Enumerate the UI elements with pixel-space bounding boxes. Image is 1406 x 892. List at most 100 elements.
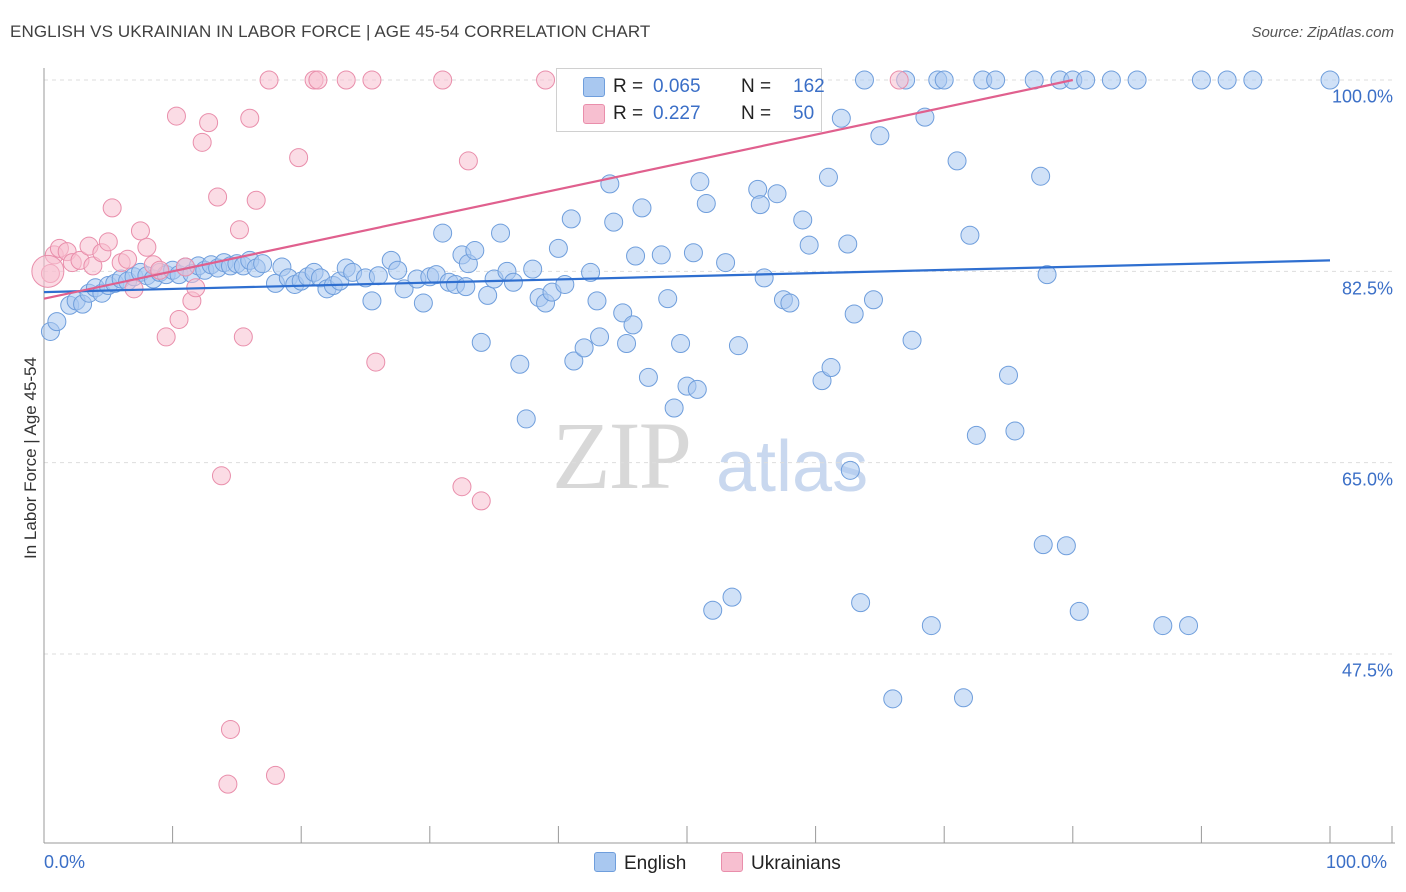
ukrainian-point bbox=[289, 148, 309, 168]
english-point bbox=[799, 235, 819, 255]
english-point bbox=[821, 358, 841, 378]
english-point bbox=[433, 223, 453, 243]
ukrainian-point bbox=[220, 719, 240, 739]
english-point bbox=[1069, 601, 1089, 621]
ukrainian-point bbox=[98, 232, 118, 252]
trend-layer bbox=[43, 78, 1331, 300]
english-point bbox=[671, 333, 691, 353]
english-legend-swatch bbox=[594, 852, 616, 872]
ukrainian-point bbox=[150, 260, 170, 280]
ukrainian-points bbox=[31, 70, 909, 794]
ukrainian-point bbox=[308, 70, 328, 90]
ukrainian-point bbox=[102, 198, 122, 218]
english-point bbox=[604, 212, 624, 232]
english-points bbox=[40, 70, 1340, 709]
english-point bbox=[767, 184, 787, 204]
y-tick-label-47-5: 47.5% bbox=[1341, 660, 1393, 681]
ukrainian-r-value: 0.227 bbox=[653, 103, 701, 124]
english-point bbox=[844, 304, 864, 324]
english-point bbox=[548, 238, 568, 258]
ukrainian-swatch bbox=[583, 104, 605, 124]
x-tick-label-min: 0.0% bbox=[44, 852, 86, 872]
english-point bbox=[638, 367, 658, 387]
english-point bbox=[716, 253, 736, 273]
english-point bbox=[1191, 70, 1211, 90]
english-legend-label: English bbox=[624, 853, 687, 874]
x-tick-label-max: 100.0% bbox=[1326, 852, 1388, 872]
ukrainian-point bbox=[31, 254, 65, 288]
english-point bbox=[1033, 535, 1053, 555]
english-point bbox=[999, 365, 1018, 385]
english-point bbox=[690, 172, 710, 192]
english-point bbox=[780, 293, 800, 313]
ukrainian-point bbox=[458, 151, 478, 171]
english-point bbox=[1056, 536, 1076, 556]
english-point bbox=[793, 210, 813, 230]
english-point bbox=[623, 315, 643, 335]
english-point bbox=[523, 259, 543, 279]
english-point bbox=[851, 593, 871, 613]
english-point bbox=[863, 290, 883, 310]
ukrainian-trend-line bbox=[43, 78, 1074, 300]
english-r-value: 0.065 bbox=[653, 76, 701, 97]
english-point bbox=[587, 291, 607, 311]
ukrainian-point bbox=[166, 106, 186, 126]
english-point bbox=[934, 70, 954, 90]
ukrainian-point bbox=[192, 132, 212, 152]
y-axis-label: In Labor Force | Age 45-54 bbox=[21, 357, 40, 559]
stats-legend: R = 0.065 N = 162 R = 0.227 N = 50 bbox=[556, 68, 825, 132]
english-point bbox=[617, 333, 637, 353]
english-point bbox=[953, 688, 973, 708]
ukrainian-point bbox=[229, 220, 249, 240]
english-point bbox=[368, 266, 388, 286]
english-point bbox=[651, 245, 671, 265]
ukrainian-point bbox=[246, 190, 266, 210]
ukrainian-point bbox=[169, 309, 189, 329]
ukrainian-point bbox=[156, 327, 176, 347]
english-point bbox=[1037, 265, 1057, 285]
english-point bbox=[581, 262, 601, 282]
ukrainian-point bbox=[433, 70, 453, 90]
series-legend-english[interactable]: English bbox=[594, 852, 686, 875]
ukrainian-point bbox=[471, 491, 491, 511]
ukrainian-point bbox=[130, 221, 150, 241]
english-point bbox=[986, 70, 1006, 90]
english-point bbox=[388, 260, 408, 280]
english-point bbox=[253, 254, 273, 274]
ukrainian-point bbox=[536, 70, 556, 90]
ukrainian-point bbox=[336, 70, 356, 90]
source-credit: Source: ZipAtlas.com bbox=[1251, 24, 1394, 41]
english-point bbox=[574, 338, 594, 358]
english-point bbox=[564, 351, 584, 371]
english-point bbox=[870, 126, 890, 146]
english-point bbox=[471, 332, 491, 352]
ukrainian-point bbox=[137, 237, 157, 257]
english-point bbox=[47, 312, 67, 332]
english-point bbox=[812, 371, 832, 391]
english-n-value: 162 bbox=[793, 76, 825, 97]
english-point bbox=[561, 209, 581, 229]
y-tick-label-100: 100.0% bbox=[1331, 86, 1393, 107]
english-point bbox=[1101, 70, 1121, 90]
english-point bbox=[1217, 70, 1237, 90]
english-point bbox=[503, 272, 523, 292]
english-point bbox=[590, 327, 610, 347]
english-point bbox=[456, 277, 476, 297]
english-point bbox=[696, 194, 716, 214]
english-point bbox=[750, 195, 770, 215]
english-point bbox=[626, 246, 646, 266]
ukrainian-point bbox=[265, 765, 285, 785]
y-tick-label-65: 65.0% bbox=[1341, 469, 1393, 490]
ukrainian-n-value: 50 bbox=[793, 103, 815, 124]
english-point bbox=[921, 616, 941, 636]
english-point bbox=[1127, 70, 1147, 90]
ukrainian-point bbox=[240, 108, 260, 128]
english-r-label: R = bbox=[613, 76, 644, 97]
watermark-zip: ZIP bbox=[552, 402, 692, 509]
english-point bbox=[831, 108, 851, 128]
english-point bbox=[728, 336, 748, 356]
english-point bbox=[960, 225, 980, 245]
ukrainian-point bbox=[366, 352, 386, 372]
series-legend-ukrainians[interactable]: Ukrainians bbox=[721, 852, 841, 875]
